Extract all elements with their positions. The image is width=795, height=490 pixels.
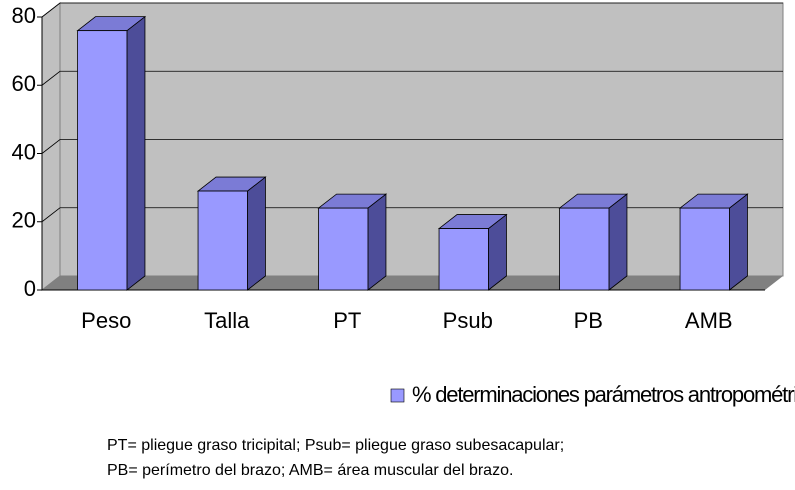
- legend-swatch: [390, 388, 405, 403]
- y-tick-label: 40: [12, 139, 36, 164]
- floor: [42, 276, 783, 290]
- footnote: PT= pliegue graso tricipital; Psub= plie…: [107, 437, 564, 454]
- legend-label: % determinaciones parámetros antropométr…: [412, 382, 795, 407]
- bar: [679, 207, 730, 291]
- y-tick-label: 0: [24, 276, 36, 301]
- y-tick-label: 20: [12, 208, 36, 233]
- bar: [559, 207, 610, 291]
- bar: [318, 207, 369, 291]
- x-tick-label: AMB: [685, 308, 733, 333]
- bar-side: [126, 15, 146, 291]
- footnote: PB= perímetro del brazo; AMB= área muscu…: [107, 462, 513, 479]
- bar: [438, 228, 489, 291]
- y-tick-label: 60: [12, 71, 36, 96]
- x-tick-label: PB: [574, 308, 603, 333]
- grid-line: [41, 139, 783, 154]
- x-tick-label: PT: [333, 308, 361, 333]
- x-tick-label: Talla: [204, 308, 250, 333]
- x-tick-label: Psub: [443, 308, 493, 333]
- grid-line: [41, 2, 783, 18]
- grid-line: [41, 70, 783, 86]
- bar-side: [729, 193, 748, 291]
- bar-side: [247, 176, 266, 291]
- bar: [77, 30, 128, 291]
- bar-side: [367, 193, 387, 291]
- bar: [197, 190, 248, 291]
- grid-line: [41, 207, 783, 223]
- y-tick-label: 80: [12, 3, 36, 28]
- x-tick-label: Peso: [81, 308, 131, 333]
- bar-side: [608, 193, 628, 291]
